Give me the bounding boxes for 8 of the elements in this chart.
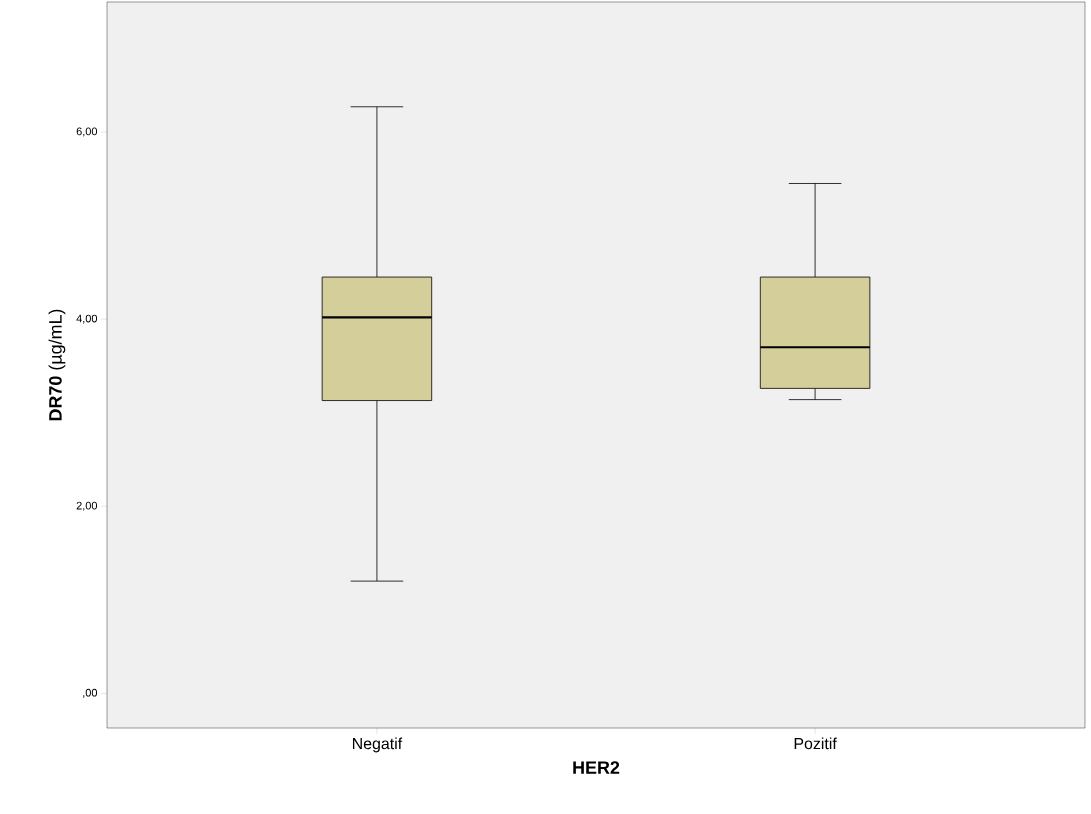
- x-tick-label: Pozitif: [794, 737, 837, 750]
- y-tick-label: 2,00: [76, 501, 98, 511]
- y-tick-label: 6,00: [76, 127, 98, 137]
- y-axis-title: DR70 (µg/mL): [48, 309, 66, 421]
- y-tick-label: 4,00: [76, 314, 98, 324]
- x-tick-label: Negatif: [352, 737, 403, 753]
- y-tick-label: ,00: [83, 688, 98, 698]
- x-axis-title: HER2: [573, 761, 620, 774]
